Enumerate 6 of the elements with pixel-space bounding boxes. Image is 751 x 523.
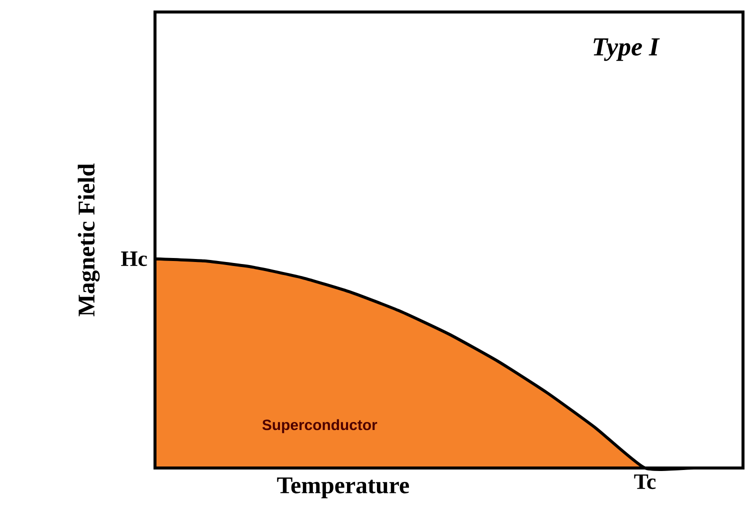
- text: Tc: [634, 474, 656, 490]
- annotation: Superconductor: [262, 419, 378, 434]
- text: Type I: [594, 38, 660, 61]
- text: Hc: [121, 252, 147, 266]
- y-axis-title: Magnetic Field: [78, 164, 100, 316]
- x-axis-title: Temperature: [277, 478, 409, 498]
